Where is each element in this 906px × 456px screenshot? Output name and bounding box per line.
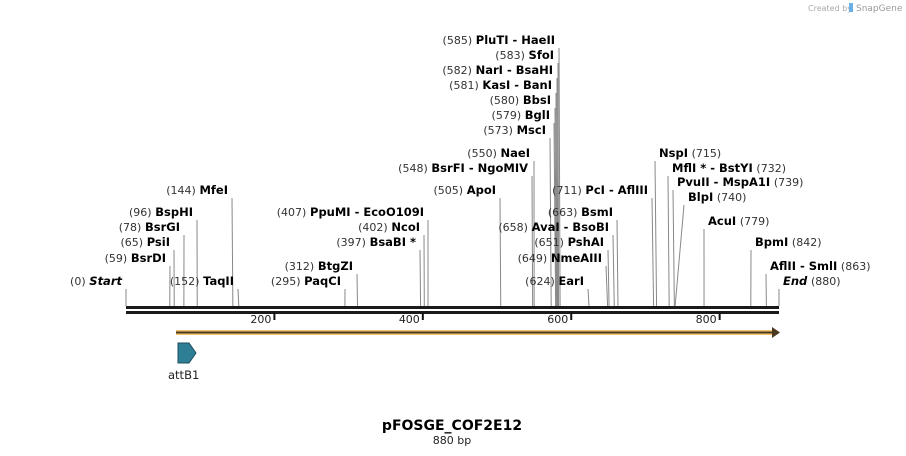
leader-line [549, 137, 552, 307]
leader-line [674, 204, 685, 307]
restriction-site-label[interactable]: (505) ApoI [433, 183, 496, 197]
leader-line [587, 288, 590, 307]
restriction-site-label[interactable]: (78) BsrGI [119, 220, 180, 234]
backbone-bottom-strand [126, 311, 779, 314]
backbone-top-strand [126, 306, 779, 309]
ruler-tick-label: 800 [696, 313, 717, 326]
restriction-site-label[interactable]: (583) SfoI [495, 48, 554, 62]
leader-line [557, 62, 560, 307]
restriction-site-label[interactable]: AcuI (779) [708, 214, 769, 228]
restriction-site-label[interactable]: (152) TaqII [170, 274, 234, 288]
restriction-site-label[interactable]: (397) BsaBI * [336, 235, 416, 249]
leader-line [553, 122, 557, 307]
ruler-tick [570, 313, 573, 320]
restriction-site-label[interactable]: (402) NcoI [358, 220, 420, 234]
leader-line [672, 189, 675, 307]
restriction-site-label[interactable]: AflII - SmlI (863) [770, 259, 871, 273]
restriction-site-label[interactable]: MflI * - BstYI (732) [672, 161, 786, 175]
ruler-tick-label: 400 [399, 313, 420, 326]
credit-prefix: Created by [808, 4, 852, 13]
dna-backbone [126, 306, 779, 314]
restriction-site-label[interactable]: (573) MscI [483, 123, 546, 137]
restriction-site-label[interactable]: (581) KasI - BanI [449, 78, 552, 92]
leader-line [499, 197, 502, 307]
ruler-tick-label: 200 [250, 313, 271, 326]
map-title: pFOSGE_COF2E12 [382, 418, 522, 434]
restriction-site-label[interactable]: (312) BtgZI [285, 259, 353, 273]
restriction-site-label[interactable]: (0) Start [70, 274, 122, 288]
leader-line [667, 175, 670, 307]
snapgene-credit: Created by SnapGene [808, 3, 903, 14]
restriction-site-label[interactable]: (59) BsrDI [105, 251, 166, 265]
restriction-site-label[interactable]: (407) PpuMI - EcoO109I [277, 205, 424, 219]
leader-line [558, 47, 561, 307]
credit-brand: SnapGene [856, 4, 903, 14]
leader-line [356, 273, 359, 307]
restriction-site-label[interactable]: (658) AvaI - BsoBI [498, 220, 609, 234]
ruler-tick [421, 313, 424, 320]
restriction-site-label[interactable]: (582) NarI - BsaHI [442, 63, 553, 77]
restriction-site-label[interactable]: (580) BbsI [490, 93, 551, 107]
restriction-site-label[interactable]: (295) PaqCI [271, 274, 341, 288]
site-labels: (0) Start (59) BsrDI (65) PsiI(78) BsrGI(9… [70, 33, 870, 288]
snapgene-logo-icon [849, 3, 853, 12]
ruler: 200 400 600 800 [250, 313, 721, 326]
leader-line [616, 219, 619, 307]
restriction-site-label[interactable]: End (880) [783, 274, 841, 288]
ruler-tick [718, 313, 721, 320]
restriction-site-label[interactable]: (585) PluTI - HaeII [443, 33, 555, 47]
sequence-length: 880 bp [433, 434, 471, 447]
attb1-label: attB1 [168, 368, 199, 382]
restriction-site-label[interactable]: NspI (715) [659, 146, 721, 160]
feature-arrowhead-icon [772, 327, 780, 338]
restriction-site-label[interactable]: PvuII - MspA1I (739) [677, 175, 803, 189]
leader-line [651, 197, 655, 307]
restriction-site-label[interactable]: (579) BglI [492, 108, 550, 122]
restriction-site-label[interactable]: (65) PsiI [120, 235, 170, 249]
leader-line [554, 107, 557, 307]
restriction-site-label[interactable]: (649) NmeAIII [518, 251, 602, 265]
restriction-site-label[interactable]: BlpI (740) [688, 190, 746, 204]
leader-line [605, 265, 609, 307]
restriction-site-label[interactable]: BpmI (842) [755, 235, 822, 249]
leader-line [556, 77, 559, 307]
leader-line [237, 288, 240, 307]
site-leader-lines [125, 47, 780, 307]
leader-line [531, 175, 534, 307]
restriction-site-label[interactable]: (663) BsmI [548, 205, 613, 219]
leader-line [654, 160, 658, 307]
restriction-site-label[interactable]: (96) BspHI [129, 205, 193, 219]
ruler-tick [273, 313, 276, 320]
leader-line [419, 249, 422, 307]
leader-line [555, 92, 558, 307]
leader-line [607, 249, 610, 307]
ruler-tick-label: 600 [547, 313, 568, 326]
restriction-site-label[interactable]: (548) BsrFI - NgoMIV [398, 161, 528, 175]
restriction-site-label[interactable]: (144) MfeI [166, 183, 228, 197]
feature-span-bar[interactable] [176, 327, 780, 338]
restriction-site-label[interactable]: (711) PcI - AflIII [552, 183, 648, 197]
leader-line [612, 234, 615, 307]
restriction-site-label[interactable]: (550) NaeI [467, 146, 530, 160]
restriction-site-label[interactable]: (651) PshAI [534, 235, 604, 249]
attb1-arrow-icon [177, 342, 197, 364]
restriction-site-label[interactable]: (624) EarI [525, 274, 584, 288]
leader-line [231, 197, 234, 307]
feature-attB1[interactable]: attB1 [168, 342, 199, 382]
